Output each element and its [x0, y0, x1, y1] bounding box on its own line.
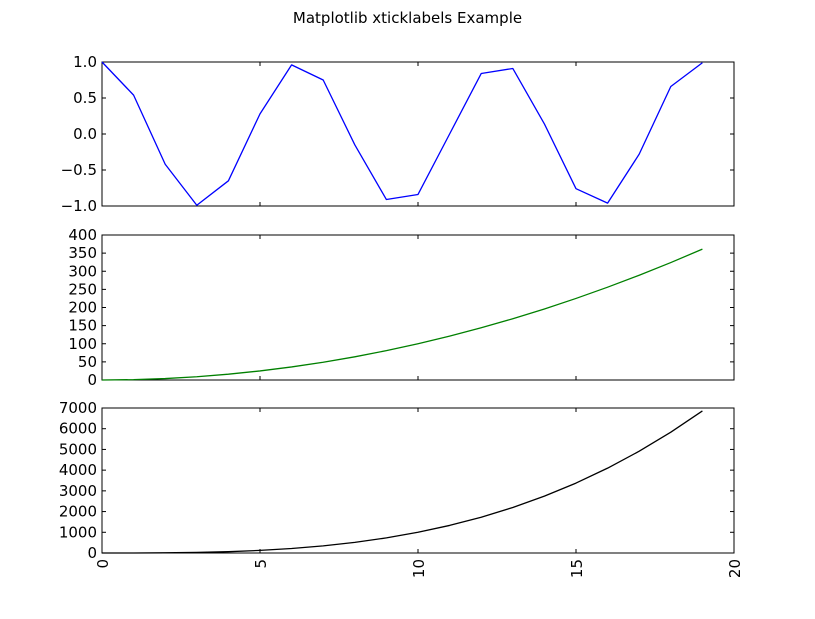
ytick-label-cube: 6000 [59, 420, 97, 438]
axes-frame-square [101, 234, 735, 381]
ytick-label-sin: −1.0 [61, 197, 97, 215]
series-line-sin [101, 61, 703, 206]
ytick-label-cube: 2000 [59, 503, 97, 521]
ytick-label-cube: 4000 [59, 461, 97, 479]
axes-frame-sin [101, 61, 735, 207]
ytick-label-cube: 5000 [59, 440, 97, 458]
ytick-label-sin: 0.5 [73, 89, 97, 107]
ytick-label-square: 400 [68, 226, 97, 244]
ytick-label-square: 150 [68, 317, 97, 335]
axes-frame-cube [101, 407, 735, 554]
ytick-label-sin: 1.0 [73, 53, 97, 71]
series-line-square [101, 248, 703, 381]
ytick-label-cube: 0 [87, 544, 97, 562]
xtick-label: 5 [252, 559, 270, 569]
ytick-label-sin: 0.0 [73, 125, 97, 143]
ytick-label-cube: 1000 [59, 523, 97, 541]
ytick-label-square: 0 [87, 371, 97, 389]
xtick-label: 0 [94, 559, 112, 569]
ytick-label-square: 300 [68, 262, 97, 280]
xtick-label: 15 [568, 559, 586, 578]
ytick-label-square: 350 [68, 244, 97, 262]
chart-title: Matplotlib xticklabels Example [292, 9, 523, 27]
ytick-label-cube: 3000 [59, 482, 97, 500]
ytick-label-square: 200 [68, 299, 97, 317]
ytick-label-square: 50 [78, 353, 97, 371]
series-line-cube [101, 410, 703, 554]
ytick-label-square: 100 [68, 335, 97, 353]
xtick-label: 20 [726, 559, 744, 578]
ytick-label-cube: 7000 [59, 399, 97, 417]
xtick-label: 10 [410, 559, 428, 578]
ytick-label-sin: −0.5 [61, 161, 97, 179]
ytick-label-square: 250 [68, 280, 97, 298]
